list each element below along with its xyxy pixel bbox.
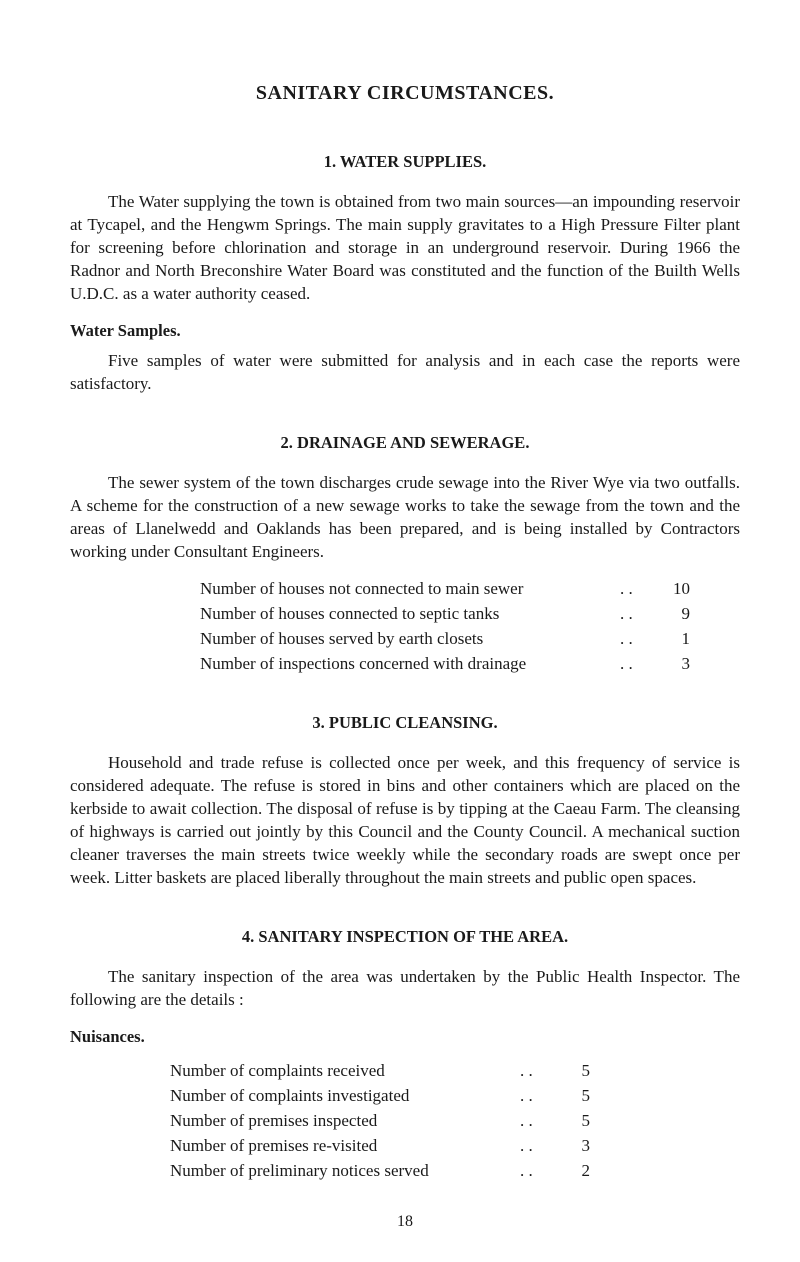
section-2-heading: 2. DRAINAGE AND SEWERAGE. — [70, 432, 740, 454]
count-label: Number of complaints received — [70, 1060, 520, 1083]
count-label: Number of premises re-visited — [70, 1135, 520, 1158]
count-dots: . . — [620, 603, 650, 626]
count-label: Number of inspections concerned with dra… — [70, 653, 620, 676]
count-value: 10 — [650, 578, 690, 601]
document-page: SANITARY CIRCUMSTANCES. 1. WATER SUPPLIE… — [0, 0, 800, 1262]
count-row: Number of houses connected to septic tan… — [70, 603, 740, 626]
count-dots: . . — [520, 1110, 550, 1133]
count-dots: . . — [620, 628, 650, 651]
count-label: Number of houses not connected to main s… — [70, 578, 620, 601]
count-dots: . . — [520, 1160, 550, 1183]
count-value: 5 — [550, 1085, 590, 1108]
count-value: 5 — [550, 1060, 590, 1083]
section-4-heading: 4. SANITARY INSPECTION OF THE AREA. — [70, 926, 740, 948]
page-number: 18 — [70, 1211, 740, 1233]
count-dots: . . — [620, 578, 650, 601]
section-1-para-1: The Water supplying the town is obtained… — [70, 191, 740, 306]
count-label: Number of complaints investigated — [70, 1085, 520, 1108]
count-row: Number of preliminary notices served . .… — [70, 1160, 740, 1183]
section-1-subheading: Water Samples. — [70, 320, 740, 342]
count-value: 3 — [650, 653, 690, 676]
section-1-heading: 1. WATER SUPPLIES. — [70, 151, 740, 173]
count-value: 3 — [550, 1135, 590, 1158]
count-row: Number of premises inspected . . 5 — [70, 1110, 740, 1133]
count-row: Number of houses served by earth closets… — [70, 628, 740, 651]
count-value: 9 — [650, 603, 690, 626]
section-1-para-2: Five samples of water were submitted for… — [70, 350, 740, 396]
count-row: Number of premises re-visited . . 3 — [70, 1135, 740, 1158]
count-row: Number of houses not connected to main s… — [70, 578, 740, 601]
count-label: Number of premises inspected — [70, 1110, 520, 1133]
section-4-para-1: The sanitary inspection of the area was … — [70, 966, 740, 1012]
count-label: Number of houses served by earth closets — [70, 628, 620, 651]
count-dots: . . — [620, 653, 650, 676]
count-value: 5 — [550, 1110, 590, 1133]
section-2-count-list: Number of houses not connected to main s… — [70, 578, 740, 676]
count-dots: . . — [520, 1085, 550, 1108]
count-label: Number of houses connected to septic tan… — [70, 603, 620, 626]
section-3-para-1: Household and trade refuse is collected … — [70, 752, 740, 890]
section-2-para-1: The sewer system of the town discharges … — [70, 472, 740, 564]
count-label: Number of preliminary notices served — [70, 1160, 520, 1183]
section-4-subheading: Nuisances. — [70, 1026, 740, 1048]
document-title: SANITARY CIRCUMSTANCES. — [70, 80, 740, 107]
count-dots: . . — [520, 1060, 550, 1083]
count-row: Number of inspections concerned with dra… — [70, 653, 740, 676]
count-value: 2 — [550, 1160, 590, 1183]
count-dots: . . — [520, 1135, 550, 1158]
section-3-heading: 3. PUBLIC CLEANSING. — [70, 712, 740, 734]
count-value: 1 — [650, 628, 690, 651]
section-4-count-list: Number of complaints received . . 5 Numb… — [70, 1060, 740, 1183]
count-row: Number of complaints investigated . . 5 — [70, 1085, 740, 1108]
count-row: Number of complaints received . . 5 — [70, 1060, 740, 1083]
